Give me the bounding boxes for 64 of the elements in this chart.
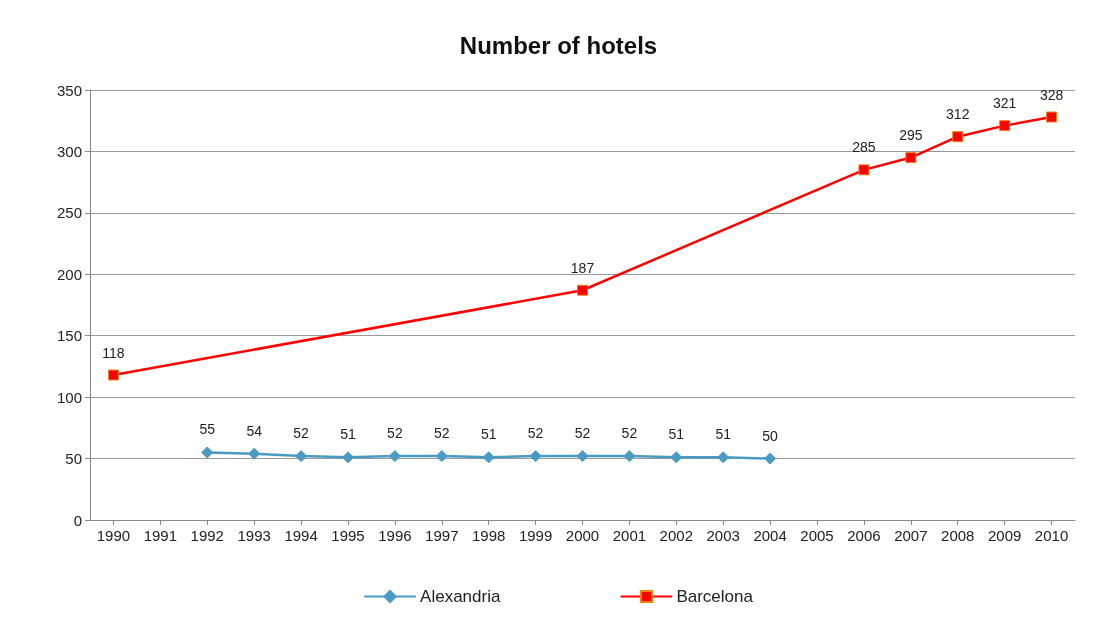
point	[107, 369, 119, 381]
y-tick-label: 350	[56, 81, 82, 99]
x-tick-label: 2009	[987, 527, 1022, 544]
y-tick-label: 150	[56, 327, 82, 345]
data-label: 50	[762, 427, 779, 444]
x-tick-label: 1993	[237, 527, 271, 544]
y-tick-label: 100	[56, 388, 82, 406]
x-tick-label: 1992	[190, 527, 224, 544]
x-tick-label: 1997	[425, 527, 459, 544]
y-tick-label: 250	[56, 204, 82, 222]
x-tick-label: 2001	[612, 527, 647, 544]
data-label: 54	[246, 422, 263, 439]
x-tick-label: 2008	[941, 527, 975, 544]
x-tick-label: 2003	[706, 527, 740, 544]
data-label: 285	[852, 139, 876, 156]
point	[999, 120, 1011, 132]
point	[1046, 111, 1058, 123]
point	[577, 284, 588, 296]
point	[717, 451, 730, 464]
data-label: 52	[574, 425, 591, 442]
x-tick-label: 1999	[518, 527, 553, 544]
data-label: 55	[199, 421, 216, 438]
x-tick-label: 1994	[284, 527, 318, 544]
data-label: 51	[668, 426, 685, 443]
x-tick-label: 2002	[659, 527, 693, 544]
data-label: 118	[102, 344, 125, 361]
data-label: 312	[946, 106, 970, 123]
point	[952, 131, 964, 143]
data-label: 321	[992, 95, 1017, 112]
legend-label: Alexandria	[420, 587, 501, 606]
data-label: 52	[527, 425, 544, 442]
x-tick-label: 2005	[800, 527, 834, 544]
data-label: 328	[1039, 86, 1064, 103]
y-tick-label: 0	[73, 511, 82, 529]
x-tick-label: 1995	[331, 527, 365, 544]
y-tick-label: 50	[65, 450, 82, 468]
x-tick-label: 1998	[472, 527, 506, 544]
x-tick-label: 2007	[894, 527, 928, 544]
y-tick-label: 200	[56, 265, 82, 283]
point	[201, 446, 214, 459]
data-label: 295	[899, 127, 923, 144]
data-label: 187	[570, 259, 595, 276]
data-label: 52	[434, 425, 450, 442]
x-tick-label: 1990	[96, 527, 131, 544]
x-tick-label: 1991	[143, 527, 178, 544]
point	[764, 452, 777, 465]
point	[576, 450, 589, 463]
chart-title: Number of hotels	[459, 31, 658, 59]
legend-label: Barcelona	[676, 587, 754, 606]
data-label: 52	[387, 425, 403, 442]
point	[482, 451, 495, 464]
x-tick-label: 2000	[565, 527, 600, 544]
data-label: 51	[715, 426, 732, 443]
y-tick-label: 300	[56, 142, 82, 160]
data-label: 51	[480, 426, 497, 443]
data-label: 51	[340, 426, 356, 443]
x-tick-label: 1996	[378, 527, 412, 544]
x-tick-label: 2010	[1034, 527, 1069, 544]
x-tick-label: 2004	[753, 527, 787, 544]
point	[905, 152, 917, 164]
data-label: 52	[293, 425, 310, 442]
point	[858, 164, 870, 176]
x-tick-label: 2006	[847, 527, 881, 544]
data-label: 52	[621, 425, 638, 442]
